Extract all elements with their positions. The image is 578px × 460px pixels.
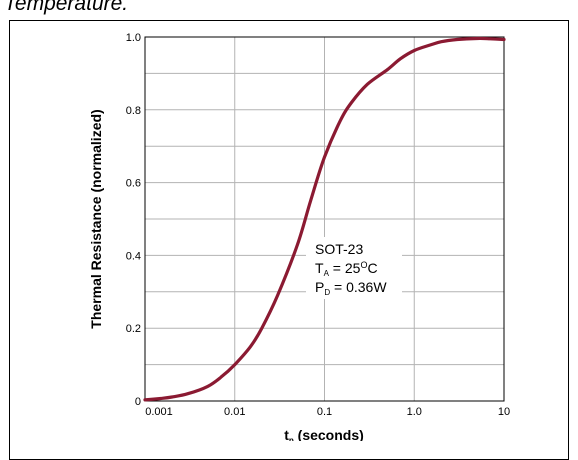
- temp-value: = 25: [329, 260, 361, 276]
- series-line: [143, 36, 506, 402]
- annotation-background: [306, 237, 402, 299]
- x-tick-label: 0.001: [145, 406, 173, 418]
- grid-lines: [145, 37, 504, 401]
- plot-area-border: [144, 36, 505, 402]
- x-axis-label: tp (seconds): [284, 427, 364, 441]
- y-axis-label: Thermal Resistance (normalized): [88, 109, 104, 328]
- temp-unit: C: [367, 260, 377, 276]
- thermal-resistance-chart: 0 0.2 0.4 0.6 0.8 1.0 0.001 0.01 0.1 1.0 10 SOT-2…: [88, 32, 510, 441]
- annotation-line-temperature: TA = 25OC: [315, 260, 378, 278]
- x-tick-label: 10: [498, 406, 510, 418]
- x-tick-label: 1.0: [407, 406, 422, 418]
- annotation-line-power: PD = 0.36W: [315, 279, 387, 297]
- temp-subscript: A: [324, 269, 330, 278]
- y-tick-label: 0.8: [126, 105, 141, 117]
- degree-superscript: O: [360, 260, 367, 270]
- y-tick-label: 0.6: [126, 178, 141, 190]
- y-tick-label: 0.2: [126, 323, 141, 335]
- y-tick-label: 1.0: [126, 32, 141, 44]
- annotation-line-device: SOT-23: [315, 241, 363, 257]
- annotation-box: SOT-23 TA = 25OC PD = 0.36W: [306, 237, 402, 299]
- x-label-main: t: [284, 427, 289, 441]
- power-value: = 0.36W: [330, 279, 387, 295]
- temp-symbol: T: [315, 260, 324, 276]
- y-tick-labels: 0 0.2 0.4 0.6 0.8 1.0: [126, 32, 141, 408]
- y-tick-label: 0.4: [126, 250, 141, 262]
- power-symbol: P: [315, 279, 324, 295]
- x-tick-labels: 0.001 0.01 0.1 1.0 10: [145, 406, 510, 418]
- y-tick-label: 0: [135, 396, 141, 408]
- power-subscript: D: [324, 288, 330, 297]
- x-label-unit: (seconds): [294, 427, 364, 441]
- x-tick-label: 0.01: [224, 406, 245, 418]
- figure-caption: Temperature.: [4, 0, 129, 15]
- x-tick-label: 0.1: [317, 406, 332, 418]
- x-label-subscript: p: [289, 436, 294, 441]
